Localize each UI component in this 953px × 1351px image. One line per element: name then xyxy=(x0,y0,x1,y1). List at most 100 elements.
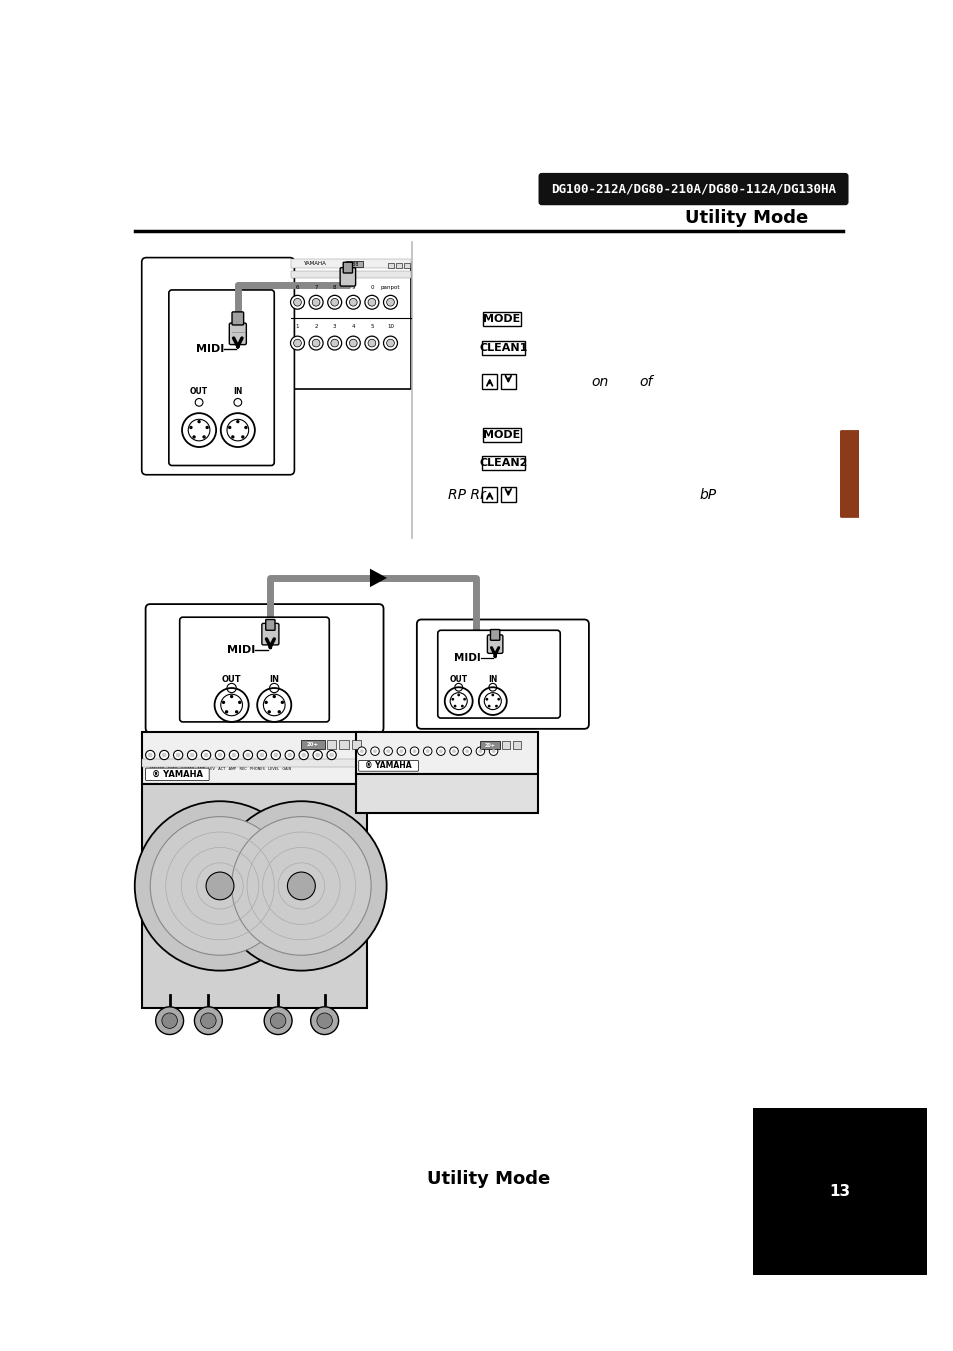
Circle shape xyxy=(454,705,456,708)
Bar xyxy=(481,488,497,503)
Circle shape xyxy=(232,753,236,758)
FancyBboxPatch shape xyxy=(142,258,294,474)
Circle shape xyxy=(241,435,244,439)
Circle shape xyxy=(197,420,200,423)
Text: OUT: OUT xyxy=(449,676,467,684)
Bar xyxy=(513,742,520,748)
Circle shape xyxy=(259,753,264,758)
Text: 13: 13 xyxy=(828,1183,850,1200)
Bar xyxy=(355,774,537,813)
Circle shape xyxy=(134,801,305,970)
Text: ® YAMAHA: ® YAMAHA xyxy=(364,762,411,770)
Bar xyxy=(291,262,411,389)
FancyBboxPatch shape xyxy=(146,604,383,732)
Text: 2: 2 xyxy=(314,324,317,330)
Circle shape xyxy=(231,435,234,439)
Circle shape xyxy=(349,339,356,347)
Text: of: of xyxy=(639,374,652,389)
Circle shape xyxy=(328,296,341,309)
FancyBboxPatch shape xyxy=(266,620,274,631)
Circle shape xyxy=(383,296,397,309)
Text: 20+: 20+ xyxy=(307,742,318,747)
Circle shape xyxy=(311,1006,338,1035)
Circle shape xyxy=(497,698,499,701)
Circle shape xyxy=(365,296,378,309)
Circle shape xyxy=(150,816,290,955)
Text: 1: 1 xyxy=(295,324,299,330)
Circle shape xyxy=(291,296,304,309)
Text: bP: bP xyxy=(699,488,716,501)
Text: 6: 6 xyxy=(295,285,299,290)
Circle shape xyxy=(485,698,488,701)
Bar xyxy=(500,488,516,503)
Text: IN: IN xyxy=(233,388,242,396)
Circle shape xyxy=(206,871,233,900)
Text: ® YAMAHA: ® YAMAHA xyxy=(152,770,203,778)
Circle shape xyxy=(285,750,294,759)
Circle shape xyxy=(200,1013,216,1028)
FancyBboxPatch shape xyxy=(487,635,502,654)
Circle shape xyxy=(264,701,268,704)
Circle shape xyxy=(309,296,323,309)
Circle shape xyxy=(204,753,208,758)
Circle shape xyxy=(368,299,375,307)
Bar xyxy=(403,263,410,267)
Circle shape xyxy=(298,750,308,759)
Bar xyxy=(481,457,525,470)
Circle shape xyxy=(495,705,497,708)
Circle shape xyxy=(346,336,360,350)
Circle shape xyxy=(175,753,180,758)
Circle shape xyxy=(438,750,442,753)
Circle shape xyxy=(270,1013,286,1028)
Bar xyxy=(142,759,367,766)
Text: panpot: panpot xyxy=(380,285,400,290)
FancyBboxPatch shape xyxy=(490,630,499,640)
Circle shape xyxy=(315,753,319,758)
Circle shape xyxy=(349,299,356,307)
Circle shape xyxy=(225,711,228,713)
Circle shape xyxy=(386,750,390,753)
Bar xyxy=(501,742,509,748)
Circle shape xyxy=(277,711,281,713)
Circle shape xyxy=(273,694,275,698)
Circle shape xyxy=(465,750,469,753)
Circle shape xyxy=(312,339,319,347)
Circle shape xyxy=(257,750,266,759)
Text: MIDI: MIDI xyxy=(454,653,480,663)
Bar xyxy=(142,785,367,1008)
Circle shape xyxy=(264,1006,292,1035)
Circle shape xyxy=(460,705,463,708)
Circle shape xyxy=(456,693,459,696)
Circle shape xyxy=(216,801,386,970)
Circle shape xyxy=(436,747,445,755)
Circle shape xyxy=(294,339,301,347)
Circle shape xyxy=(410,747,418,755)
FancyBboxPatch shape xyxy=(146,769,209,781)
FancyBboxPatch shape xyxy=(537,173,847,205)
Circle shape xyxy=(365,336,378,350)
Circle shape xyxy=(346,296,360,309)
Circle shape xyxy=(232,816,371,955)
Circle shape xyxy=(234,711,238,713)
Circle shape xyxy=(383,747,392,755)
Text: 10: 10 xyxy=(387,324,394,330)
Circle shape xyxy=(148,753,152,758)
FancyBboxPatch shape xyxy=(840,430,860,517)
Text: 9: 9 xyxy=(352,285,355,290)
FancyBboxPatch shape xyxy=(343,262,353,273)
Text: on: on xyxy=(591,374,608,389)
Bar xyxy=(479,742,499,748)
Circle shape xyxy=(357,747,366,755)
Circle shape xyxy=(463,698,465,701)
Circle shape xyxy=(245,753,250,758)
Circle shape xyxy=(189,426,193,430)
Circle shape xyxy=(462,747,471,755)
Text: MODE: MODE xyxy=(483,315,520,324)
Circle shape xyxy=(190,753,194,758)
Text: MIDI: MIDI xyxy=(195,345,224,354)
Circle shape xyxy=(222,701,225,704)
Text: MASTER   TONE   GUITAR   AMP   LEV   ACT   AMP   REC   PHONES   LEVEL   GAIN: MASTER TONE GUITAR AMP LEV ACT AMP REC P… xyxy=(150,767,291,771)
Circle shape xyxy=(146,750,154,759)
Circle shape xyxy=(331,339,338,347)
Text: DG100-212A/DG80-210A/DG80-112A/DG130HA: DG100-212A/DG80-210A/DG80-112A/DG130HA xyxy=(551,182,835,196)
